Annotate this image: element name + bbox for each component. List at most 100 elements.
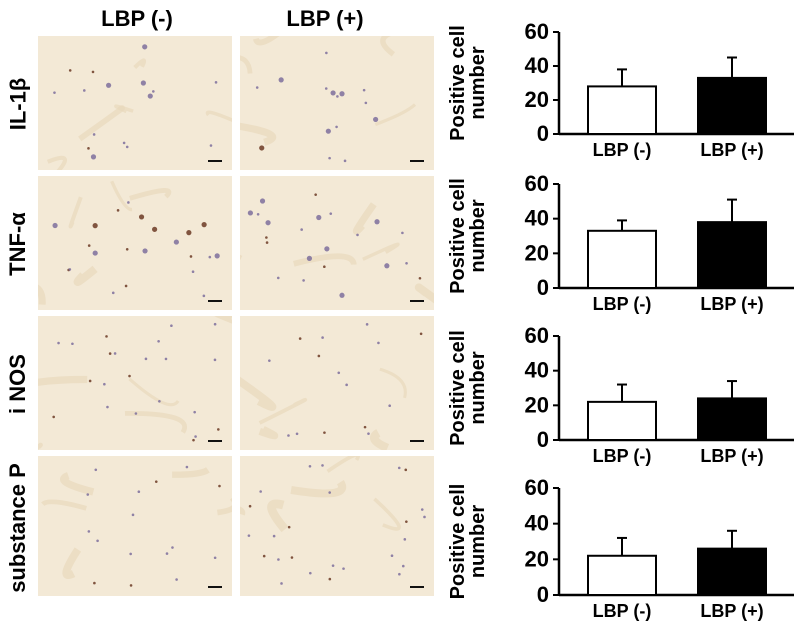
stained-cell xyxy=(106,405,109,409)
stained-cell xyxy=(129,584,133,587)
stained-cell xyxy=(309,571,312,575)
stained-cell xyxy=(272,534,276,538)
stained-cell xyxy=(94,468,98,472)
stained-cell xyxy=(125,145,129,149)
stained-cell xyxy=(364,101,368,105)
tissue-streak xyxy=(41,499,87,511)
stained-cell xyxy=(328,491,331,494)
tissue-streak xyxy=(62,547,82,579)
y-tick-label: 60 xyxy=(525,19,549,44)
stained-cell xyxy=(134,412,138,415)
stained-cell xyxy=(377,341,380,345)
tissue-streak xyxy=(38,284,46,305)
stained-cell xyxy=(88,379,92,383)
stained-cell xyxy=(68,268,72,271)
stained-cell xyxy=(68,69,72,72)
micrograph-tnfa-lbp-negative xyxy=(38,176,232,310)
stained-cell xyxy=(302,279,305,282)
stained-cell xyxy=(403,538,407,541)
y-tick-label: 20 xyxy=(525,392,549,417)
stained-cell xyxy=(316,214,322,221)
y-tick-label: 0 xyxy=(537,427,549,452)
stained-cell xyxy=(116,209,120,212)
stained-cell xyxy=(314,193,317,196)
y-axis-label-line: number xyxy=(467,199,489,273)
scale-bar xyxy=(208,586,222,588)
stained-cell xyxy=(214,253,220,259)
stained-cell xyxy=(300,228,303,231)
stained-cell xyxy=(142,248,148,254)
tissue-streak xyxy=(38,375,88,386)
tissue-streak xyxy=(374,103,417,126)
tissue-streak xyxy=(240,506,246,516)
stained-cell xyxy=(164,357,168,361)
bar-lbp-negative xyxy=(587,229,657,290)
micrograph-inos-lbp-positive xyxy=(240,316,434,450)
scale-bar xyxy=(410,300,424,302)
micrograph-image xyxy=(38,176,232,310)
stained-cell xyxy=(278,77,284,83)
scale-bar xyxy=(410,160,424,162)
bar-chart-tnfa: Positive cell number 0 20 40 60 LBP (-) LBP (+) xyxy=(442,166,798,318)
stained-cell xyxy=(277,558,280,561)
stained-cell xyxy=(336,95,339,98)
stained-cell xyxy=(144,357,148,361)
bar-chart-substance-p: Positive cell number 0 20 40 60 LBP (-) LBP (+) xyxy=(442,470,798,625)
x-category-label: LBP (-) xyxy=(593,446,652,466)
stained-cell xyxy=(397,466,401,470)
y-axis-label-line: number xyxy=(467,505,489,579)
stained-cell xyxy=(298,337,302,340)
stained-cell xyxy=(388,404,391,408)
tissue-streak xyxy=(240,122,277,146)
x-category-label: LBP (+) xyxy=(700,140,763,160)
stained-cell xyxy=(362,88,366,92)
stained-cell xyxy=(342,567,345,570)
x-category-label: LBP (+) xyxy=(700,294,763,314)
stained-cell xyxy=(52,222,58,229)
stained-cell xyxy=(209,144,213,147)
tissue-streak xyxy=(379,367,407,399)
stained-cell xyxy=(356,233,359,237)
tissue-streak xyxy=(240,376,277,411)
stained-cell xyxy=(401,231,404,235)
stained-cell xyxy=(323,265,326,268)
stained-cell xyxy=(87,530,91,533)
bar-lbp-negative xyxy=(587,554,657,597)
stained-cell xyxy=(87,147,90,150)
tissue-streak xyxy=(205,110,232,122)
y-axis-label-line: Positive cell xyxy=(447,178,469,294)
tissue-streak xyxy=(78,105,125,142)
micrograph-image xyxy=(240,456,434,596)
stained-cell xyxy=(106,82,112,88)
tissue-streak xyxy=(217,497,232,516)
stained-cell xyxy=(127,201,130,204)
stained-cell xyxy=(365,323,369,326)
stained-cell xyxy=(339,91,345,97)
tissue-streak xyxy=(370,429,390,450)
stained-cell xyxy=(129,552,132,556)
stained-cell xyxy=(306,255,313,261)
bar-lbp-positive xyxy=(697,397,767,441)
y-tick-label: 60 xyxy=(525,475,549,500)
stained-cell xyxy=(308,464,312,468)
stained-cell xyxy=(418,276,422,280)
x-category-label: LBP (-) xyxy=(593,140,652,160)
bar-lbp-negative xyxy=(587,85,657,135)
stained-cell xyxy=(124,284,128,288)
stained-cell xyxy=(337,371,341,375)
stained-cell xyxy=(213,556,217,560)
scale-bar xyxy=(410,440,424,442)
stained-cell xyxy=(93,581,96,585)
stained-cell xyxy=(173,239,179,245)
y-axis-label-line: Positive cell xyxy=(447,330,469,446)
stained-cell xyxy=(142,44,148,50)
bar-chart-inos: Positive cell number 0 20 40 60 LBP (-) LBP (+) xyxy=(442,318,798,470)
stained-cell xyxy=(111,291,115,295)
scale-bar xyxy=(208,160,222,162)
stained-cell xyxy=(328,577,332,581)
stained-cell xyxy=(331,564,335,567)
